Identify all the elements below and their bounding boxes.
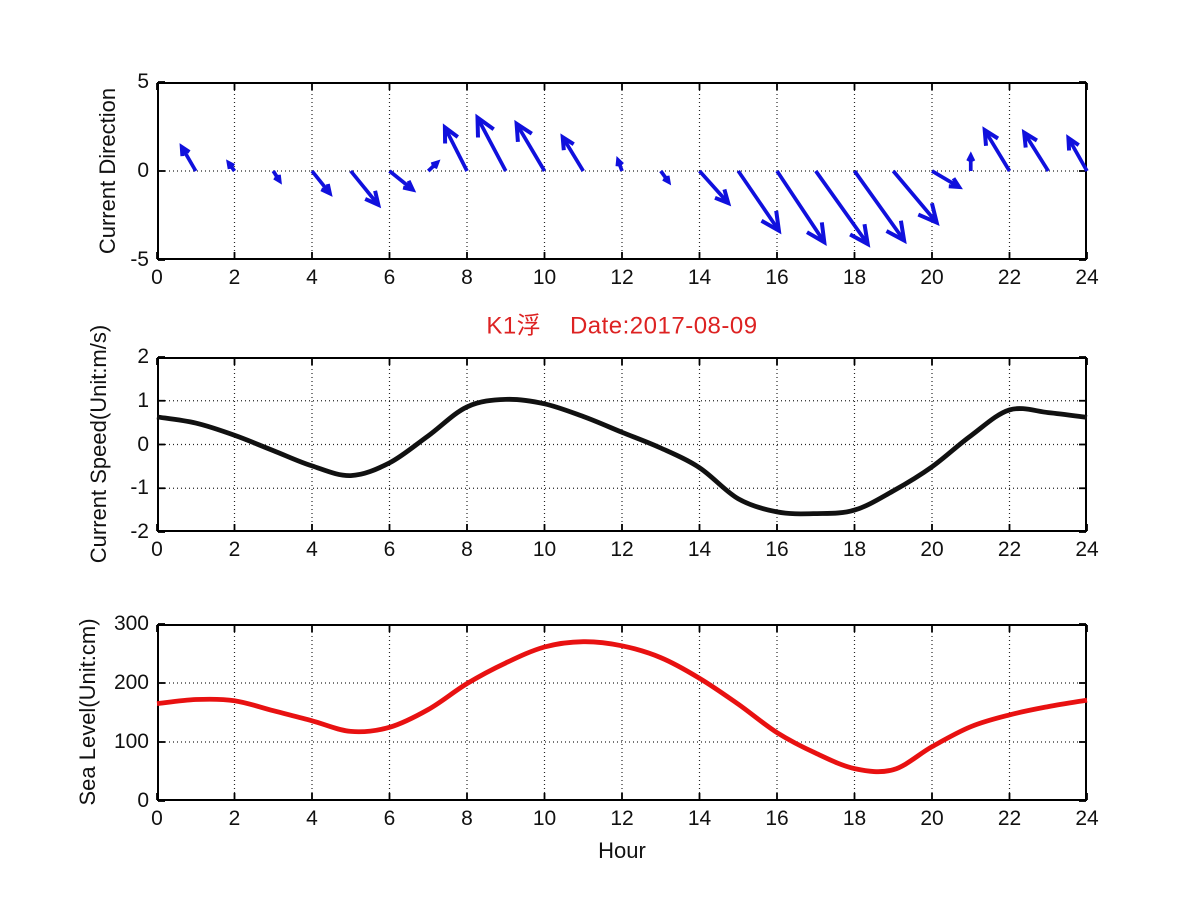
x-tick-label: 20 [920, 266, 944, 289]
x-tick-label: 18 [842, 266, 867, 289]
x-tick-label: 4 [306, 538, 318, 561]
x-tick-label: 18 [842, 807, 867, 830]
x-tick-label: 6 [383, 538, 396, 561]
current-vector-arrow [659, 169, 672, 186]
x-tick-label: 22 [997, 266, 1022, 289]
current-vector-arrow [426, 159, 441, 173]
x-tick-label: 12 [610, 807, 634, 830]
current-vector-arrow [388, 169, 417, 193]
y-tick-label: 0 [137, 789, 149, 812]
current-direction-quiver-plot [156, 81, 1089, 261]
y-tick-label: 0 [137, 432, 149, 456]
current-vector-arrow [271, 170, 282, 185]
x-tick-label: 8 [461, 538, 473, 561]
current-vector-arrow [514, 119, 547, 172]
figure-title: K1浮 Date:2017-08-09 [486, 312, 758, 340]
x-tick-label: 16 [765, 807, 789, 830]
current-vector-arrow [349, 169, 382, 209]
current-vector-arrow [982, 126, 1012, 172]
current-vector-arrow [560, 133, 585, 172]
x-tick-label: 6 [383, 807, 396, 830]
x-tick-label: 0 [151, 807, 163, 830]
sea-level-line-plot [156, 623, 1088, 802]
x-tick-label: 16 [765, 266, 789, 289]
x-tick-label: 22 [997, 807, 1022, 830]
y-tick-label: 0 [137, 159, 149, 182]
current-vector-arrow [179, 143, 198, 172]
current-vector-arrow [736, 169, 782, 235]
current-vector-arrow [931, 169, 963, 190]
y-tick-label: -2 [130, 520, 149, 543]
current-speed-curve [156, 396, 1088, 517]
x-tick-label: 2 [228, 266, 241, 289]
current-vector-arrow [814, 169, 871, 248]
x-tick-label: 14 [687, 807, 712, 830]
y-tick-label: 5 [137, 70, 149, 93]
x-tick-label: 10 [532, 807, 557, 830]
y-tick-label: -5 [130, 248, 149, 271]
current-vector-arrow [226, 159, 236, 173]
x-tick-label: 18 [842, 538, 867, 561]
x-tick-label: 24 [1075, 538, 1099, 561]
current-vector-arrow [698, 169, 732, 207]
x-tick-label: 22 [997, 538, 1022, 561]
current-vector-arrow [775, 169, 827, 246]
x-tick-label: 4 [306, 266, 318, 289]
sea-level-curve [156, 639, 1088, 775]
x-tick-label: 10 [532, 266, 557, 289]
x-tick-label: 20 [920, 538, 944, 561]
x-tick-label: 4 [306, 807, 318, 830]
x-tick-label: 2 [228, 538, 241, 561]
x-tick-label: 24 [1075, 266, 1099, 289]
x-tick-label: 14 [687, 266, 712, 289]
current-vector-arrow [475, 113, 508, 172]
current-vector-arrow [891, 169, 940, 227]
current-vector-arrow [852, 169, 907, 245]
x-tick-label: 14 [687, 538, 712, 561]
current-vector-arrow [1066, 134, 1089, 172]
x-tick-label: 6 [383, 266, 396, 289]
x-tick-label: 12 [610, 538, 634, 561]
current-vector-arrow [310, 169, 333, 197]
x-tick-label: 0 [151, 266, 163, 289]
current-vector-arrow [1021, 128, 1050, 172]
x-tick-label: 16 [765, 538, 789, 561]
y-tick-label: 200 [113, 671, 149, 694]
current-speed-line-plot [156, 356, 1088, 533]
current-vector-arrow [615, 156, 624, 172]
x-tick-label: 12 [610, 266, 634, 289]
x-tick-label: 24 [1075, 807, 1099, 830]
y-tick-label: 300 [113, 612, 149, 635]
y-tick-label: 2 [137, 345, 149, 368]
x-tick-label: 10 [532, 538, 557, 561]
x-tick-label: 2 [228, 807, 241, 830]
x-tick-label: 0 [151, 538, 163, 561]
x-axis-label-hour: Hour [598, 838, 646, 863]
y-tick-label: 100 [113, 730, 149, 753]
y-axis-label-sea-level: Sea Level(Unit:cm) [75, 618, 100, 806]
current-vector-arrow [966, 151, 976, 171]
y-tick-label: -1 [130, 476, 149, 500]
current-vector-arrow [442, 123, 469, 172]
y-tick-label: 1 [137, 388, 149, 412]
x-tick-label: 20 [920, 807, 944, 830]
x-tick-label: 8 [461, 266, 473, 289]
x-tick-label: 8 [461, 807, 473, 830]
